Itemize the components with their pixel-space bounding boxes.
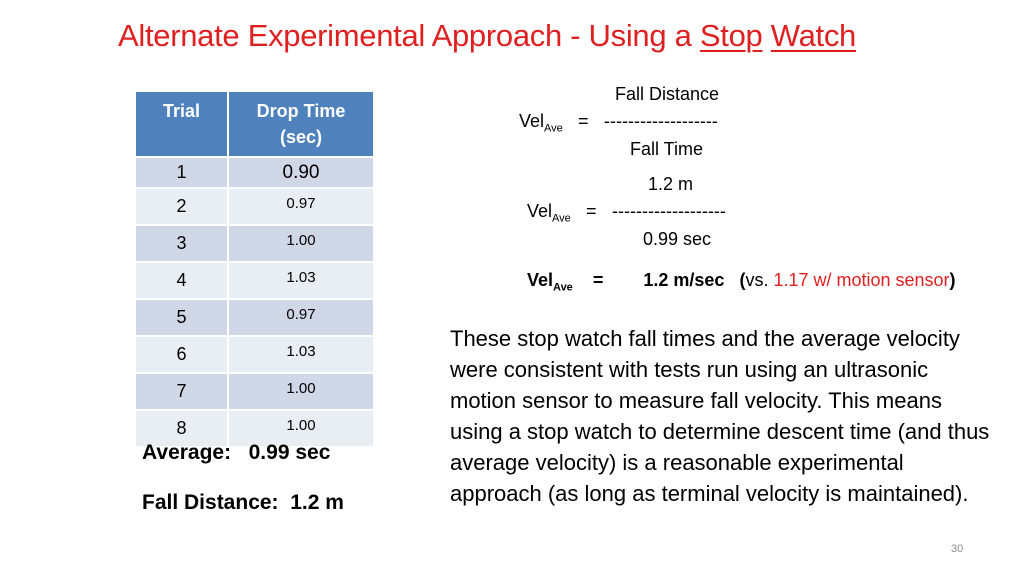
trial-cell: 3 xyxy=(134,224,229,263)
formula2-numerator: 1.2 m xyxy=(648,174,694,194)
average-label: Average: xyxy=(142,441,232,464)
formula2-denominator: 0.99 sec xyxy=(643,229,712,249)
average-summary: Average: 0.99 sec xyxy=(142,441,330,465)
table-row: 7 1.00 xyxy=(134,372,375,411)
trial-cell: 4 xyxy=(134,261,229,300)
table-row: 8 1.00 xyxy=(134,409,375,448)
formula1-vel: Vel xyxy=(519,111,545,131)
formula2-equals: = xyxy=(586,201,597,221)
formula3-vs: vs. xyxy=(745,270,774,290)
average-value: 0.99 sec xyxy=(248,441,331,464)
formula1-fraction-bar: ------------------- xyxy=(604,111,718,131)
fall-distance-summary: Fall Distance: 1.2 m xyxy=(142,491,344,515)
page-number: 30 xyxy=(951,543,964,555)
title-word-watch: Watch xyxy=(770,18,857,53)
time-cell: 1.03 xyxy=(227,335,375,374)
formula1-numerator: Fall Distance xyxy=(615,84,720,104)
header-drop-time: Drop Time (sec) xyxy=(227,90,375,158)
time-cell: 1.03 xyxy=(227,261,375,300)
time-cell: 0.97 xyxy=(227,187,375,226)
trials-table: Trial Drop Time (sec) 1 0.90 2 0.97 3 1.… xyxy=(134,90,375,448)
formula3-ave-sub: Ave xyxy=(553,281,573,294)
trial-cell: 2 xyxy=(134,187,229,226)
formula3-vel: Vel xyxy=(527,270,554,290)
table-row: 2 0.97 xyxy=(134,187,375,226)
formula2-lhs: VelAve xyxy=(527,201,571,225)
title-word-stop: Stop xyxy=(699,18,763,53)
time-cell: 1.00 xyxy=(227,409,375,448)
formula3-value: 1.2 m/sec xyxy=(643,270,725,290)
fall-distance-label: Fall Distance: xyxy=(142,491,279,514)
trial-cell: 1 xyxy=(134,156,229,189)
table-row: 1 0.90 xyxy=(134,156,375,189)
trial-cell: 5 xyxy=(134,298,229,337)
formula3-result: VelAve = 1.2 m/sec (vs. 1.17 w/ motion s… xyxy=(527,270,956,294)
formula1-equals: = xyxy=(578,111,589,131)
formula2-ave-sub: Ave xyxy=(552,212,571,225)
table-row: 5 0.97 xyxy=(134,298,375,337)
formula2-fraction-bar: ------------------- xyxy=(612,201,726,221)
time-cell: 0.90 xyxy=(227,156,375,189)
title-prefix: Alternate Experimental Approach - Using … xyxy=(118,18,700,53)
table-row: 3 1.00 xyxy=(134,224,375,263)
slide-title: Alternate Experimental Approach - Using … xyxy=(118,18,856,54)
formula3-paren-open: ( xyxy=(739,270,746,290)
time-cell: 0.97 xyxy=(227,298,375,337)
conclusion-paragraph: These stop watch fall times and the aver… xyxy=(450,326,990,506)
time-cell: 1.00 xyxy=(227,224,375,263)
formula1-denominator: Fall Time xyxy=(630,139,704,159)
fall-distance-value: 1.2 m xyxy=(290,491,344,514)
formula1-lhs: VelAve xyxy=(519,111,563,135)
time-cell: 1.00 xyxy=(227,372,375,411)
table-row: 4 1.03 xyxy=(134,261,375,300)
table-row: 6 1.03 xyxy=(134,335,375,374)
formula3-paren-close: ) xyxy=(949,270,956,290)
formula3-comparison: 1.17 w/ motion sensor xyxy=(773,270,950,290)
formula1-ave-sub: Ave xyxy=(544,122,563,135)
trial-cell: 8 xyxy=(134,409,229,448)
table-header-row: Trial Drop Time (sec) xyxy=(134,90,375,158)
trial-cell: 7 xyxy=(134,372,229,411)
title-space xyxy=(762,18,770,53)
trial-cell: 6 xyxy=(134,335,229,374)
formula2-vel: Vel xyxy=(527,201,553,221)
header-trial: Trial xyxy=(134,90,229,158)
formula3-equals: = xyxy=(592,270,604,290)
